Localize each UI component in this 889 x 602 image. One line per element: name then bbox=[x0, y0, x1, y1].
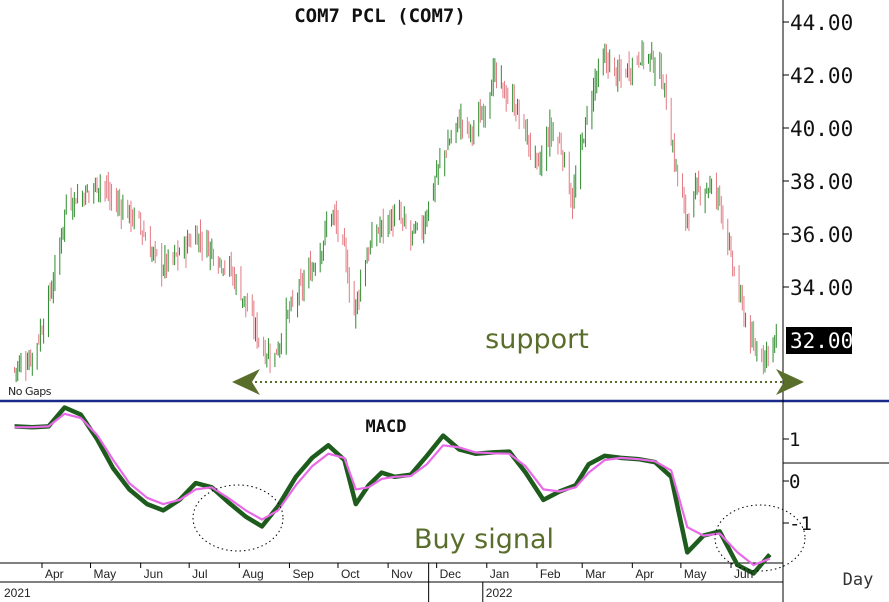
chart-title: COM7 PCL (COM7) bbox=[294, 5, 466, 27]
support-arrow-right bbox=[776, 369, 804, 395]
x-month-label: Jan bbox=[490, 567, 509, 581]
buy-signal-circle-jun bbox=[714, 504, 806, 572]
x-month-label: Apr bbox=[45, 567, 64, 581]
support-annotation: support bbox=[485, 324, 589, 355]
x-month-label: Jun bbox=[734, 567, 753, 581]
period-label: Day bbox=[843, 570, 874, 590]
x-month-label: Apr bbox=[635, 567, 654, 581]
x-month-label: May bbox=[684, 567, 707, 581]
x-month-label: May bbox=[94, 567, 117, 581]
x-month-label: Sep bbox=[292, 567, 314, 581]
x-month-label: Feb bbox=[540, 567, 561, 581]
no-gaps-label: No Gaps bbox=[8, 385, 52, 398]
x-year-label: 2022 bbox=[486, 586, 513, 600]
price-y-tick-label: 44.00 bbox=[790, 11, 853, 35]
x-month-label: Aug bbox=[242, 567, 263, 581]
x-month-label: Dec bbox=[440, 567, 461, 581]
buy-signal-annotation: Buy signal bbox=[414, 524, 554, 555]
macd-y-tick-label: 0 bbox=[789, 471, 800, 493]
price-y-tick-label: 36.00 bbox=[790, 223, 853, 247]
support-arrow-left bbox=[232, 369, 260, 395]
last-price-label: 32.00 bbox=[790, 329, 853, 353]
x-month-label: Nov bbox=[391, 567, 412, 581]
macd-y-tick-label: 1 bbox=[789, 429, 800, 451]
price-y-tick-label: 42.00 bbox=[790, 64, 853, 88]
x-month-label: Jul bbox=[192, 567, 207, 581]
macd-title: MACD bbox=[366, 417, 407, 437]
buy-signal-circle-aug bbox=[192, 484, 284, 552]
price-panel bbox=[14, 40, 777, 383]
signal-line bbox=[14, 412, 771, 567]
price-y-tick-label: 38.00 bbox=[790, 170, 853, 194]
macd-panel bbox=[14, 405, 772, 576]
axes: 44.00 42.00 40.00 38.00 36.00 34.00 32.00 1 0 -1 A… bbox=[4, 11, 853, 602]
last-price-tag bbox=[786, 327, 852, 354]
x-year-label: 2021 bbox=[4, 586, 31, 600]
x-month-label: Jun bbox=[144, 567, 163, 581]
macd-y-tick-label: -1 bbox=[789, 513, 812, 535]
x-month-label: Mar bbox=[585, 567, 606, 581]
price-y-tick-label: 34.00 bbox=[790, 276, 853, 300]
x-month-label: Oct bbox=[341, 567, 360, 581]
price-y-tick-label: 40.00 bbox=[790, 117, 853, 141]
